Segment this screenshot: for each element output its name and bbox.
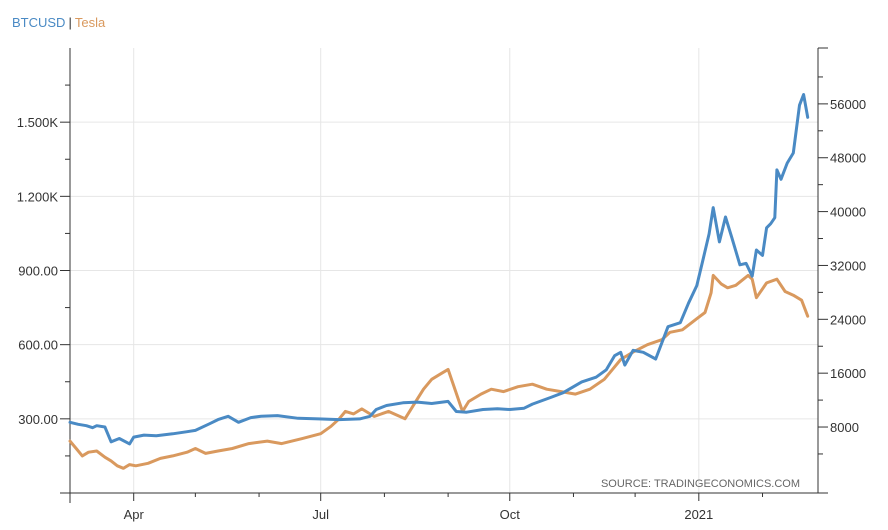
right-tick-label: 32000 <box>830 258 866 273</box>
left-tick-label: 1.200K <box>17 189 59 204</box>
x-tick-label: Apr <box>124 507 145 522</box>
x-axis-ticks: Apr Jul Oct 2021 <box>69 493 764 522</box>
right-tick-label: 56000 <box>830 97 866 112</box>
left-axis-ticks: 300.00 600.00 900.00 1.200K 1.500K <box>17 84 70 457</box>
right-tick-label: 48000 <box>830 151 866 166</box>
left-tick-label: 900.00 <box>18 264 58 279</box>
axes <box>60 47 828 503</box>
right-tick-label: 16000 <box>830 366 866 381</box>
right-tick-label: 40000 <box>830 205 866 220</box>
legend-separator: | <box>68 15 72 30</box>
source-label: SOURCE: TRADINGECONOMICS.COM <box>601 478 800 490</box>
x-tick-label: Oct <box>500 507 521 522</box>
left-tick-label: 600.00 <box>18 338 58 353</box>
left-tick-label: 300.00 <box>18 412 58 427</box>
right-axis-ticks: 8000 16000 24000 32000 40000 48000 56000 <box>818 76 866 455</box>
right-tick-label: 24000 <box>830 312 866 327</box>
x-tick-label: Jul <box>312 507 329 522</box>
legend: BTCUSD | Tesla <box>12 15 105 30</box>
legend-tesla[interactable]: Tesla <box>74 15 106 30</box>
gridlines <box>70 48 818 493</box>
right-tick-label: 8000 <box>830 420 859 435</box>
series-lines <box>68 93 810 470</box>
series-line-tesla <box>68 273 810 470</box>
series-line-btcusd <box>68 93 810 446</box>
legend-btcusd[interactable]: BTCUSD <box>12 15 66 30</box>
x-tick-label: 2021 <box>684 507 713 522</box>
left-tick-label: 1.500K <box>17 115 59 130</box>
